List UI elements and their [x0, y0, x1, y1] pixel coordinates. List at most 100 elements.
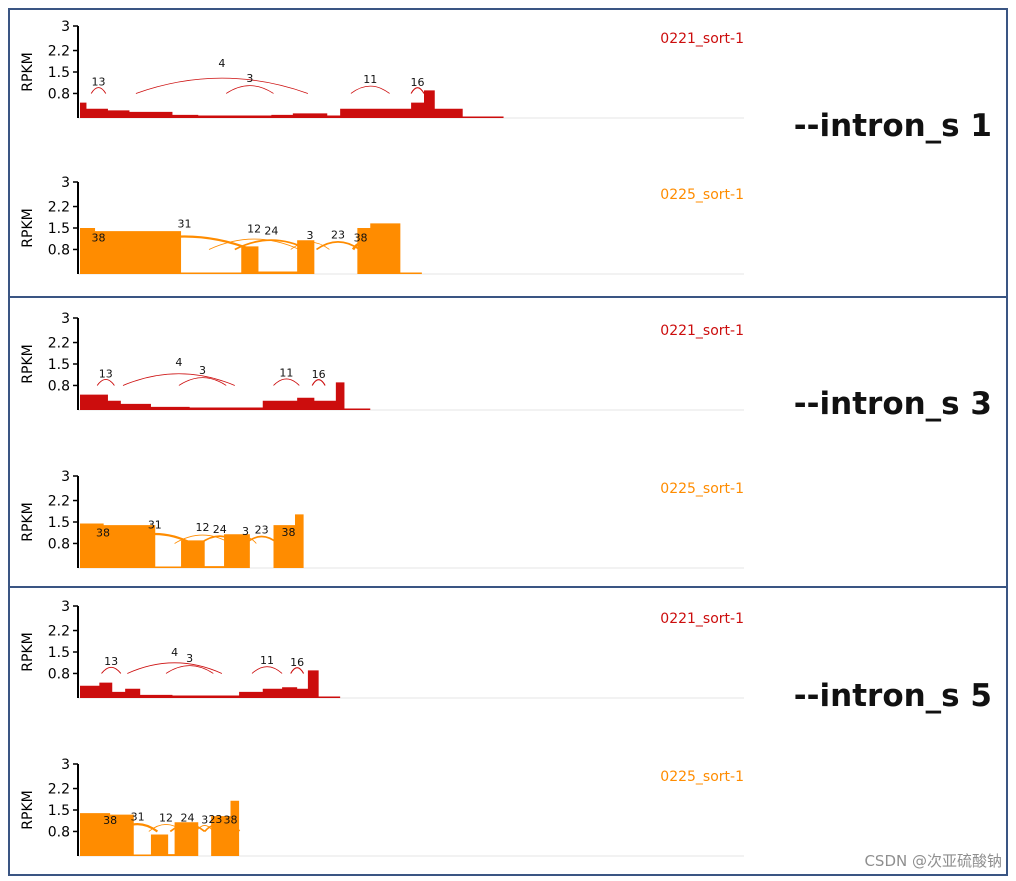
y-tick-label: 0.8 — [48, 824, 70, 840]
junction-label: 3 — [242, 525, 249, 538]
watermark: CSDN @次亚硫酸钠 — [864, 852, 1002, 870]
y-tick-label: 3 — [61, 19, 70, 35]
sample-name: 0221_sort-1 — [660, 323, 744, 339]
junction-label: 11 — [260, 654, 274, 667]
y-tick-label: 1.5 — [48, 515, 70, 531]
y-tick-label: 1.5 — [48, 221, 70, 237]
y-tick-label: 3 — [61, 469, 70, 485]
sashimi-panel-intron-s-5: 13 4 3 11 16 3 2.2 1.5 0.8 RPKM 0221_sort-1 38 31 12 2… — [8, 586, 1008, 876]
junction-label: 4 — [218, 57, 225, 70]
junction-label: 3 — [246, 72, 253, 85]
sample-name: 0221_sort-1 — [660, 611, 744, 627]
junction-arc — [169, 823, 206, 833]
y-tick-label: 0.8 — [48, 378, 70, 394]
junction-arc — [208, 238, 300, 250]
junction-arc — [117, 235, 252, 251]
coverage-area — [80, 514, 317, 568]
junction-arc — [90, 242, 107, 251]
junction-arc — [273, 378, 300, 386]
junction-label: 3 — [201, 813, 208, 826]
y-tick-label: 2.2 — [48, 624, 70, 640]
y-tick-label: 1.5 — [48, 357, 70, 373]
junction-arc — [220, 824, 241, 833]
junction-label: 13 — [91, 76, 105, 89]
junction-arc — [96, 378, 115, 386]
coverage-area — [80, 800, 252, 856]
y-tick-label: 1.5 — [48, 803, 70, 819]
y-tick-label: 3 — [61, 175, 70, 191]
junction-label: 3 — [307, 229, 314, 242]
junction-label: 24 — [264, 225, 278, 238]
junction-label: 12 — [159, 811, 173, 824]
junction-label: 23 — [255, 524, 269, 537]
junction-label: 23 — [208, 813, 222, 826]
y-tick-label: 3 — [61, 599, 70, 615]
sample-name: 0225_sort-1 — [660, 769, 744, 785]
junction-arc — [234, 536, 257, 544]
junction-label: 16 — [411, 76, 425, 89]
junction-arc — [410, 87, 425, 94]
junction-arc — [174, 534, 231, 544]
junction-label: 12 — [247, 223, 261, 236]
y-tick-label: 0.8 — [48, 666, 70, 682]
y-tick-label: 2.2 — [48, 336, 70, 352]
junction-label: 38 — [96, 526, 110, 539]
junction-label: 38 — [91, 232, 105, 245]
junction-arc — [199, 535, 240, 545]
y-tick-label: 0.8 — [48, 242, 70, 258]
junction-arc — [117, 533, 193, 545]
junction-label: 4 — [175, 356, 182, 369]
y-axis-label: RPKM — [20, 790, 36, 829]
junction-label: 23 — [331, 228, 345, 241]
junction-arc — [311, 379, 326, 386]
junction-arc — [148, 823, 184, 832]
coverage-area — [80, 382, 371, 410]
junction-label: 38 — [103, 814, 117, 827]
junction-arc — [178, 377, 227, 386]
junction-arc — [290, 241, 330, 250]
junction-arc — [290, 667, 305, 674]
junction-label: 13 — [99, 367, 113, 380]
y-tick-label: 2.2 — [48, 200, 70, 216]
sashimi-panel-intron-s-1: 13 4 3 11 16 3 2.2 1.5 0.8 RPKM 0221_sort-1 38 31 12 2… — [8, 8, 1008, 298]
junction-label: 38 — [354, 232, 368, 245]
panel-label: --intron_s 5 — [793, 678, 992, 714]
junction-arc — [135, 77, 309, 94]
junction-label: 31 — [131, 811, 145, 824]
coverage-area — [80, 90, 504, 118]
junction-label: 31 — [177, 217, 191, 230]
coverage-area — [80, 670, 341, 698]
junction-arc — [245, 535, 279, 545]
junction-arc — [195, 825, 214, 832]
y-tick-label: 1.5 — [48, 645, 70, 661]
junction-label: 38 — [282, 526, 296, 539]
junction-label: 16 — [290, 656, 304, 669]
panel-label: --intron_s 3 — [793, 386, 992, 422]
y-axis-label: RPKM — [20, 502, 36, 541]
junction-arc — [127, 662, 223, 674]
sample-name: 0221_sort-1 — [660, 31, 744, 47]
y-tick-label: 2.2 — [48, 44, 70, 60]
junction-arc — [102, 824, 118, 833]
junction-label: 13 — [104, 655, 118, 668]
junction-arc — [117, 822, 159, 833]
panel-label: --intron_s 1 — [793, 108, 992, 144]
junction-arc — [165, 665, 214, 674]
junction-label: 24 — [181, 811, 195, 824]
y-tick-label: 1.5 — [48, 65, 70, 81]
junction-arc — [351, 242, 370, 251]
junction-label: 3 — [186, 652, 193, 665]
y-tick-label: 0.8 — [48, 536, 70, 552]
junction-label: 38 — [224, 813, 238, 826]
y-tick-label: 3 — [61, 311, 70, 327]
y-axis-label: RPKM — [20, 344, 36, 383]
